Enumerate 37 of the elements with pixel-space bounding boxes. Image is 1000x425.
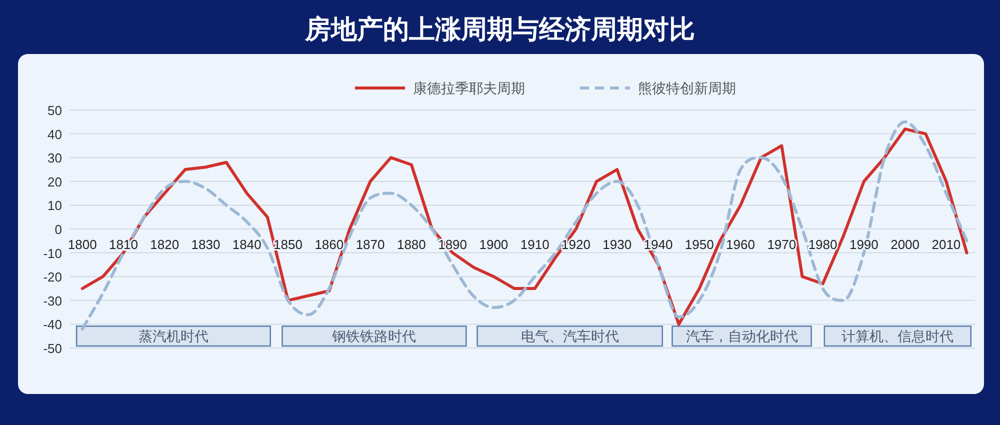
x-tick-label: 1900 xyxy=(479,237,508,252)
x-tick-label: 1810 xyxy=(109,237,138,252)
x-tick-label: 1930 xyxy=(602,237,632,252)
x-tick-label: 1840 xyxy=(232,237,262,252)
y-tick-label: 50 xyxy=(48,103,62,118)
x-tick-label: 1950 xyxy=(684,237,714,252)
legend-label: 康德拉季耶夫周期 xyxy=(413,81,525,97)
y-tick-label: 10 xyxy=(48,198,62,214)
y-tick-label: 20 xyxy=(48,174,62,190)
x-tick-label: 2000 xyxy=(890,237,920,252)
x-tick-label: 1970 xyxy=(767,237,796,252)
band-label: 汽车，自动化时代 xyxy=(686,329,798,346)
y-tick-label: 0 xyxy=(54,222,62,237)
x-tick-label: 1990 xyxy=(849,237,878,252)
x-tick-label: 1860 xyxy=(314,237,344,252)
x-tick-label: 1830 xyxy=(191,237,220,252)
band-label: 钢铁铁路时代 xyxy=(331,329,416,346)
x-tick-label: 2010 xyxy=(932,237,961,252)
y-tick-label: -30 xyxy=(43,293,62,308)
y-tick-label: 30 xyxy=(48,150,62,166)
y-tick-label: -50 xyxy=(43,341,62,356)
legend-label: 熊彼特创新周期 xyxy=(638,81,736,97)
x-tick-label: 1980 xyxy=(808,237,838,252)
x-tick-label: 1880 xyxy=(396,237,426,252)
y-tick-label: -10 xyxy=(43,246,62,261)
y-tick-label: 40 xyxy=(48,126,62,142)
x-tick-label: 1910 xyxy=(520,237,550,252)
y-tick-label: -20 xyxy=(43,270,62,285)
x-tick-label: 1820 xyxy=(150,237,180,252)
y-tick-label: -40 xyxy=(43,317,62,332)
x-tick-label: 1800 xyxy=(68,237,97,252)
band-label: 电气、汽车时代 xyxy=(520,329,619,346)
band-label: 计算机、信息时代 xyxy=(842,329,954,346)
band-label: 蒸汽机时代 xyxy=(138,329,208,346)
chart-title: 房地产的上涨周期与经济周期对比 xyxy=(304,15,695,45)
x-tick-label: 1960 xyxy=(726,237,755,252)
x-tick-label: 1870 xyxy=(356,237,385,252)
